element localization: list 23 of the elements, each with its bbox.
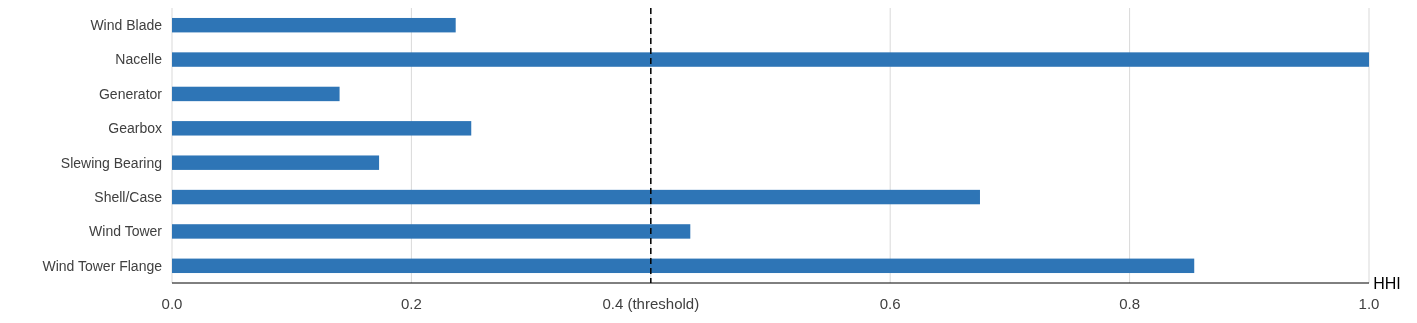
y-tick-label: Slewing Bearing: [60, 154, 162, 171]
bar: [172, 258, 1195, 274]
y-tick-label: Nacelle: [115, 51, 163, 68]
x-tick-label: 0.8: [1119, 295, 1141, 312]
y-tick-label: Wind Tower Flange: [42, 257, 163, 274]
y-tick-label: Wind Tower: [89, 223, 163, 240]
x-tick-label: 0.4 (threshold): [602, 295, 700, 312]
bar: [172, 17, 456, 33]
x-tick-label: 1.0: [1358, 295, 1380, 312]
y-tick-label: Shell/Case: [94, 188, 163, 205]
x-axis-title: HHI: [1373, 275, 1401, 292]
bar: [172, 86, 340, 102]
x-tick-label: 0.0: [161, 295, 183, 312]
y-tick-label: Generator: [98, 85, 163, 102]
x-tick-label: 0.2: [400, 295, 422, 312]
x-tick-label: 0.6: [879, 295, 901, 312]
bar: [172, 52, 1369, 67]
bar: [172, 121, 472, 136]
bar: [172, 189, 980, 205]
y-tick-label: Gearbox: [108, 120, 162, 137]
bar: [172, 155, 380, 170]
y-tick-label: Wind Blade: [90, 17, 163, 34]
bar: [172, 224, 691, 239]
